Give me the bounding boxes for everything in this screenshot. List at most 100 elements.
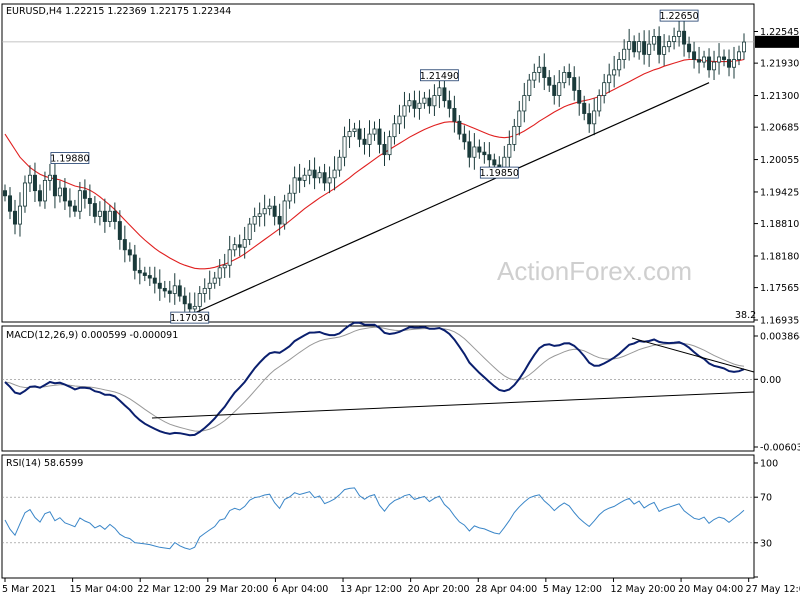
macd-signal-line — [4, 326, 745, 432]
candle — [712, 50, 717, 81]
candle-body — [177, 285, 182, 297]
candle-body — [387, 136, 392, 156]
candle — [642, 30, 647, 65]
candle — [307, 160, 312, 185]
macd-line — [4, 321, 745, 437]
candle — [532, 63, 537, 88]
candle — [182, 287, 187, 312]
candle-body — [697, 59, 702, 63]
candle — [117, 210, 122, 250]
price-tick-label: 1.18810 — [760, 219, 799, 230]
candle — [327, 166, 332, 194]
macd-tick-label: -0.006038 — [760, 443, 800, 454]
candle-body — [472, 146, 477, 158]
swing-label: 1.19850 — [479, 166, 519, 179]
candle-body — [522, 95, 527, 112]
candle — [482, 142, 487, 164]
candle-body — [512, 125, 517, 145]
candle — [212, 271, 217, 289]
candle — [92, 196, 97, 224]
candle-body — [602, 82, 607, 96]
candle-body — [712, 61, 717, 71]
candle — [177, 279, 182, 302]
candle — [62, 178, 67, 210]
time-tick-label: 12 May 20:00 — [610, 584, 675, 595]
candle-body — [442, 87, 447, 102]
macd-panel — [1, 325, 755, 452]
candle — [172, 273, 177, 305]
candle-body — [222, 264, 227, 269]
candle-body — [317, 172, 322, 179]
price-tick-label: 1.18180 — [760, 251, 799, 262]
candle — [572, 66, 577, 101]
candle-body — [17, 205, 22, 225]
candle-body — [722, 56, 727, 60]
candle — [112, 202, 117, 230]
candle-body — [592, 110, 597, 125]
candle-body — [597, 95, 602, 112]
candle — [157, 269, 162, 301]
candle — [57, 180, 62, 203]
candle — [422, 91, 427, 109]
candle — [447, 90, 452, 118]
candle — [717, 43, 722, 75]
candle-body — [347, 131, 352, 138]
candle — [262, 194, 267, 227]
candle-body — [727, 59, 732, 68]
candle-body — [542, 66, 547, 78]
swing-label-box — [659, 9, 699, 22]
last-price-box — [755, 35, 799, 48]
candle-body — [337, 156, 342, 171]
candle-body — [182, 295, 187, 305]
candle-body — [22, 182, 27, 207]
candle-body — [517, 110, 522, 127]
candle-body — [72, 205, 77, 212]
swing-label-box — [50, 152, 90, 164]
candle — [347, 118, 352, 149]
candle-body — [677, 30, 682, 37]
price-tick-label: 1.20055 — [760, 155, 799, 166]
candle-body — [537, 66, 542, 73]
candle-body — [167, 290, 172, 294]
candle — [632, 35, 637, 58]
candle-body — [717, 56, 722, 63]
candle-body — [532, 71, 537, 81]
swing-label: 1.21490 — [420, 69, 459, 82]
candle-body — [447, 100, 452, 109]
swing-label-text: 1.19880 — [50, 154, 89, 165]
candle-body — [127, 249, 132, 256]
candle-body — [577, 89, 582, 104]
candle-body — [172, 285, 177, 294]
candle-body — [287, 192, 292, 202]
candle — [342, 126, 347, 167]
swing-label-box — [479, 166, 519, 179]
candle — [237, 234, 242, 257]
candle — [47, 163, 52, 191]
candle — [77, 181, 82, 220]
candle — [457, 115, 462, 140]
price-tick-label: 1.19425 — [760, 187, 799, 198]
candle-body — [402, 105, 407, 117]
candle — [312, 157, 317, 190]
candle-body — [3, 190, 8, 197]
candle-body — [97, 210, 102, 217]
candle-body — [652, 35, 657, 45]
candle — [527, 73, 532, 102]
swing-label-text: 1.19850 — [480, 168, 519, 179]
candle — [687, 36, 692, 59]
candle — [12, 199, 17, 235]
candle — [742, 33, 747, 60]
candle — [387, 130, 392, 161]
time-tick-label: 29 Mar 20:00 — [205, 584, 268, 595]
time-tick-label: 22 Mar 12:00 — [137, 584, 200, 595]
candle-body — [107, 210, 112, 222]
candle — [562, 66, 567, 89]
candle-body — [377, 128, 382, 145]
candle — [377, 118, 382, 154]
candle-body — [412, 100, 417, 109]
candle — [142, 266, 147, 282]
candle — [737, 45, 742, 66]
candle-body — [647, 43, 652, 55]
candle-body — [102, 210, 107, 222]
candle — [27, 165, 32, 192]
